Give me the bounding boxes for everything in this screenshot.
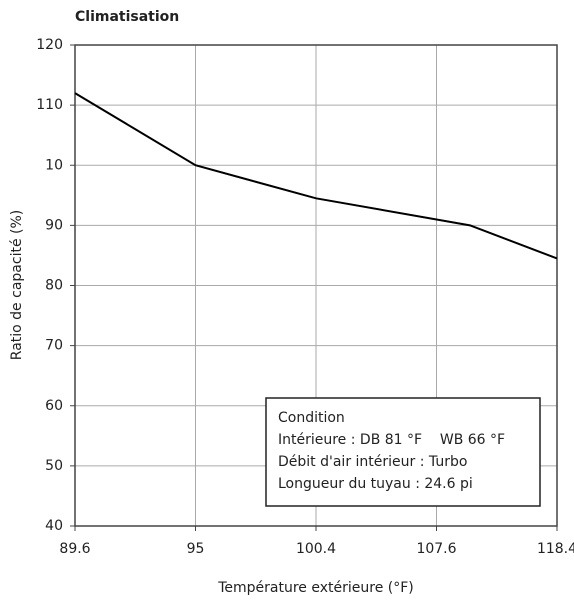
condition-box [265, 397, 541, 507]
y-tick-label: 40 [45, 518, 63, 534]
y-tick-label: 80 [45, 278, 63, 294]
x-tick-label: 100.4 [296, 541, 336, 557]
y-tick-label: 60 [45, 398, 63, 414]
y-axis-label: Ratio de capacité (%) [9, 210, 25, 360]
x-axis-label: Température extérieure (°F) [217, 580, 414, 596]
y-tick-label: 120 [36, 37, 63, 53]
y-tick-label: 90 [45, 217, 63, 233]
y-tick-label: 110 [36, 97, 63, 113]
data-line [74, 92, 558, 260]
condition-text: Longueur du tuyau : 24.6 pi [278, 476, 473, 492]
condition-text: Condition [278, 410, 345, 426]
y-tick-label: 10 [45, 157, 63, 173]
y-tick-label: 50 [45, 458, 63, 474]
chart-title: Climatisation [75, 9, 179, 25]
condition-text: Intérieure : DB 81 °F WB 66 °F [278, 432, 505, 448]
plot-border [74, 44, 558, 527]
y-tick-label: 70 [45, 338, 63, 354]
condition-text: Débit d'air intérieur : Turbo [278, 454, 467, 470]
x-tick-label: 118.4 [537, 541, 574, 557]
x-tick-label: 107.6 [416, 541, 456, 557]
x-tick-label: 89.6 [59, 541, 90, 557]
x-tick-label: 95 [187, 541, 205, 557]
